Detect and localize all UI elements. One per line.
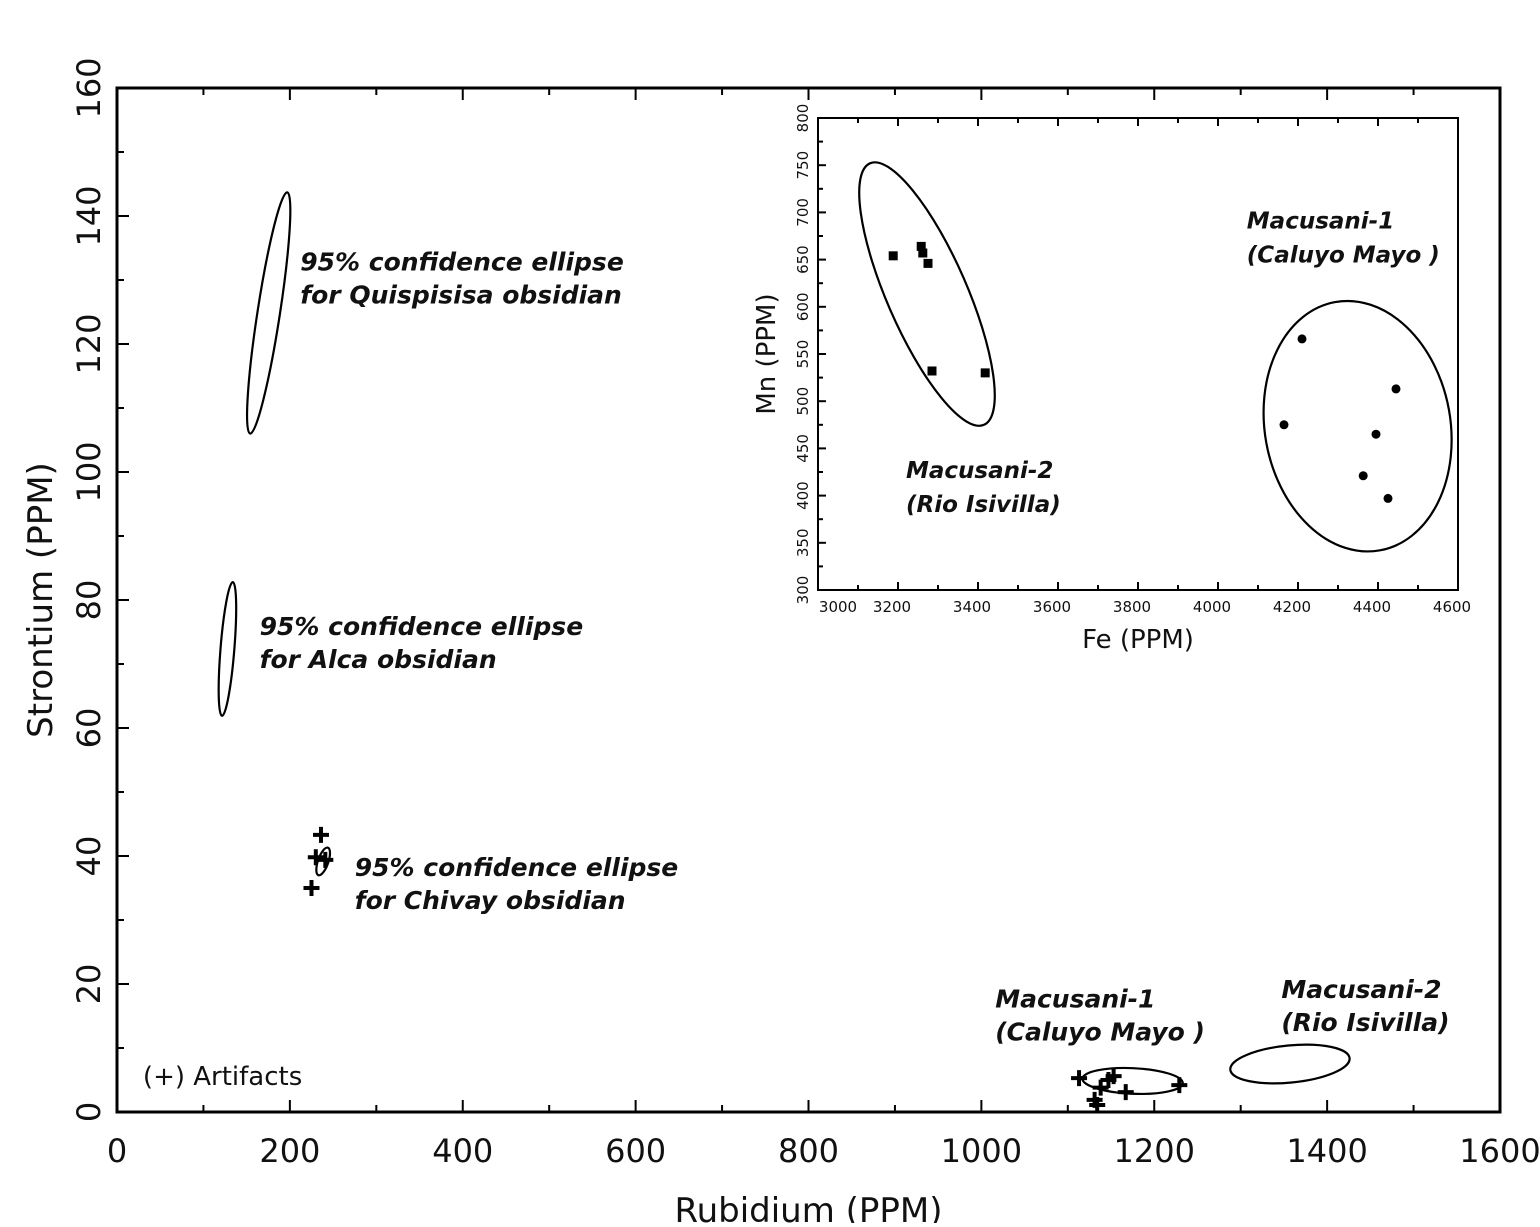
main-x-tick-label: 1400 xyxy=(1286,1132,1367,1170)
main-y-tick-label: 20 xyxy=(70,964,108,1005)
inset-x-tick-label: 4600 xyxy=(1433,598,1471,616)
main-annotation: for Chivay obsidian xyxy=(355,886,626,915)
data-point-circle xyxy=(1297,334,1307,344)
main-y-tick-label: 100 xyxy=(70,441,108,502)
data-point-circle xyxy=(1391,384,1401,394)
main-annotation: (Caluyo Mayo ) xyxy=(995,1018,1205,1047)
data-point-square xyxy=(927,366,937,376)
main-x-tick-label: 1000 xyxy=(941,1132,1022,1170)
main-annotation: (Rio Isivilla) xyxy=(1281,1008,1449,1037)
main-x-tick-label: 0 xyxy=(107,1132,127,1170)
data-point-circle xyxy=(1358,471,1368,481)
confidence-ellipse-macusani-1 xyxy=(1262,299,1453,553)
inset-x-tick-label: 3600 xyxy=(1033,598,1071,616)
main-annotation: Macusani-1 xyxy=(995,985,1155,1014)
data-point-square xyxy=(923,258,933,268)
inset-x-tick-label: 3000 xyxy=(819,598,857,616)
artifact-point xyxy=(317,851,334,868)
main-y-tick-label: 140 xyxy=(70,185,108,246)
data-point-circle xyxy=(1371,429,1381,439)
artifact-point xyxy=(1071,1070,1088,1087)
inset-y-tick-label: 450 xyxy=(794,434,812,463)
main-y-tick-label: 0 xyxy=(70,1102,108,1122)
artifact-point xyxy=(1089,1096,1106,1113)
main-x-axis-title: Rubidium (PPM) xyxy=(674,1191,942,1223)
main-x-tick-label: 600 xyxy=(605,1132,666,1170)
main-annotation: for Alca obsidian xyxy=(260,645,497,674)
inset-y-tick-label: 800 xyxy=(794,104,812,133)
inset-plot-frame xyxy=(817,117,1459,591)
inset-x-tick-label: 4200 xyxy=(1273,598,1311,616)
main-y-axis-title: Strontium (PPM) xyxy=(21,462,61,738)
artifact-point xyxy=(312,826,329,843)
artifact-point xyxy=(1117,1084,1134,1101)
main-y-tick-label: 60 xyxy=(70,708,108,749)
confidence-ellipse-macusani-2 xyxy=(858,161,996,427)
data-point-square xyxy=(980,368,990,378)
inset-annotation: (Caluyo Mayo ) xyxy=(1247,242,1440,268)
artifact-point xyxy=(307,849,324,866)
inset-annotation: Macusani-1 xyxy=(1247,208,1394,234)
main-annotation: for Quispisisa obsidian xyxy=(300,280,622,309)
inset-x-tick-label: 3200 xyxy=(873,598,911,616)
data-point-circle xyxy=(1279,420,1289,430)
artifact-point xyxy=(1171,1077,1188,1094)
data-point-square xyxy=(888,251,898,261)
main-x-tick-label: 1200 xyxy=(1114,1132,1195,1170)
main-annotation: 95% confidence ellipse xyxy=(300,247,624,276)
inset-x-tick-label: 4400 xyxy=(1353,598,1391,616)
inset-x-tick-label: 3400 xyxy=(953,598,991,616)
inset-y-tick-label: 350 xyxy=(794,528,812,557)
main-x-tick-label: 400 xyxy=(432,1132,493,1170)
confidence-ellipse-alca xyxy=(217,580,238,717)
artifact-point xyxy=(1092,1079,1109,1096)
main-annotation: 95% confidence ellipse xyxy=(355,853,679,882)
main-y-tick-label: 120 xyxy=(70,313,108,374)
legend-artifacts: (+) Artifacts xyxy=(143,1062,302,1092)
data-point-circle xyxy=(1383,493,1393,503)
main-y-tick-label: 80 xyxy=(70,580,108,621)
main-annotation: 95% confidence ellipse xyxy=(260,612,584,641)
main-x-tick-label: 1600 xyxy=(1459,1132,1540,1170)
inset-y-tick-label: 400 xyxy=(794,481,812,510)
inset-y-axis-title: Mn (PPM) xyxy=(752,293,782,414)
main-y-tick-label: 160 xyxy=(70,57,108,118)
main-y-tick-label: 40 xyxy=(70,836,108,877)
main-x-tick-label: 200 xyxy=(259,1132,320,1170)
inset-y-tick-label: 500 xyxy=(794,387,812,416)
inset-y-tick-label: 550 xyxy=(794,340,812,369)
main-annotation: Macusani-2 xyxy=(1281,975,1441,1004)
inset-y-tick-label: 700 xyxy=(794,198,812,227)
inset-x-tick-label: 3800 xyxy=(1113,598,1151,616)
artifact-point xyxy=(1105,1068,1122,1085)
inset-plot: 3000 3200 3400 3600 3800 4000 4200 4400 4600 300 3… xyxy=(752,104,1471,655)
inset-annotation: (Rio Isivilla) xyxy=(906,492,1061,518)
inset-y-tick-label: 650 xyxy=(794,245,812,274)
inset-y-tick-label: 750 xyxy=(794,151,812,180)
confidence-ellipse-macusani-2 xyxy=(1229,1043,1351,1085)
main-x-tick-label: 800 xyxy=(778,1132,839,1170)
inset-y-tick-label: 600 xyxy=(794,292,812,321)
inset-annotation: Macusani-2 xyxy=(906,458,1053,484)
inset-y-tick-label: 300 xyxy=(794,576,812,605)
confidence-ellipse-quispisisa xyxy=(245,191,292,435)
artifact-point xyxy=(303,880,320,896)
inset-x-tick-label: 4000 xyxy=(1193,598,1231,616)
data-point-square xyxy=(916,241,926,251)
inset-x-axis-title: Fe (PPM) xyxy=(1082,625,1194,655)
data-point-square xyxy=(918,248,928,258)
